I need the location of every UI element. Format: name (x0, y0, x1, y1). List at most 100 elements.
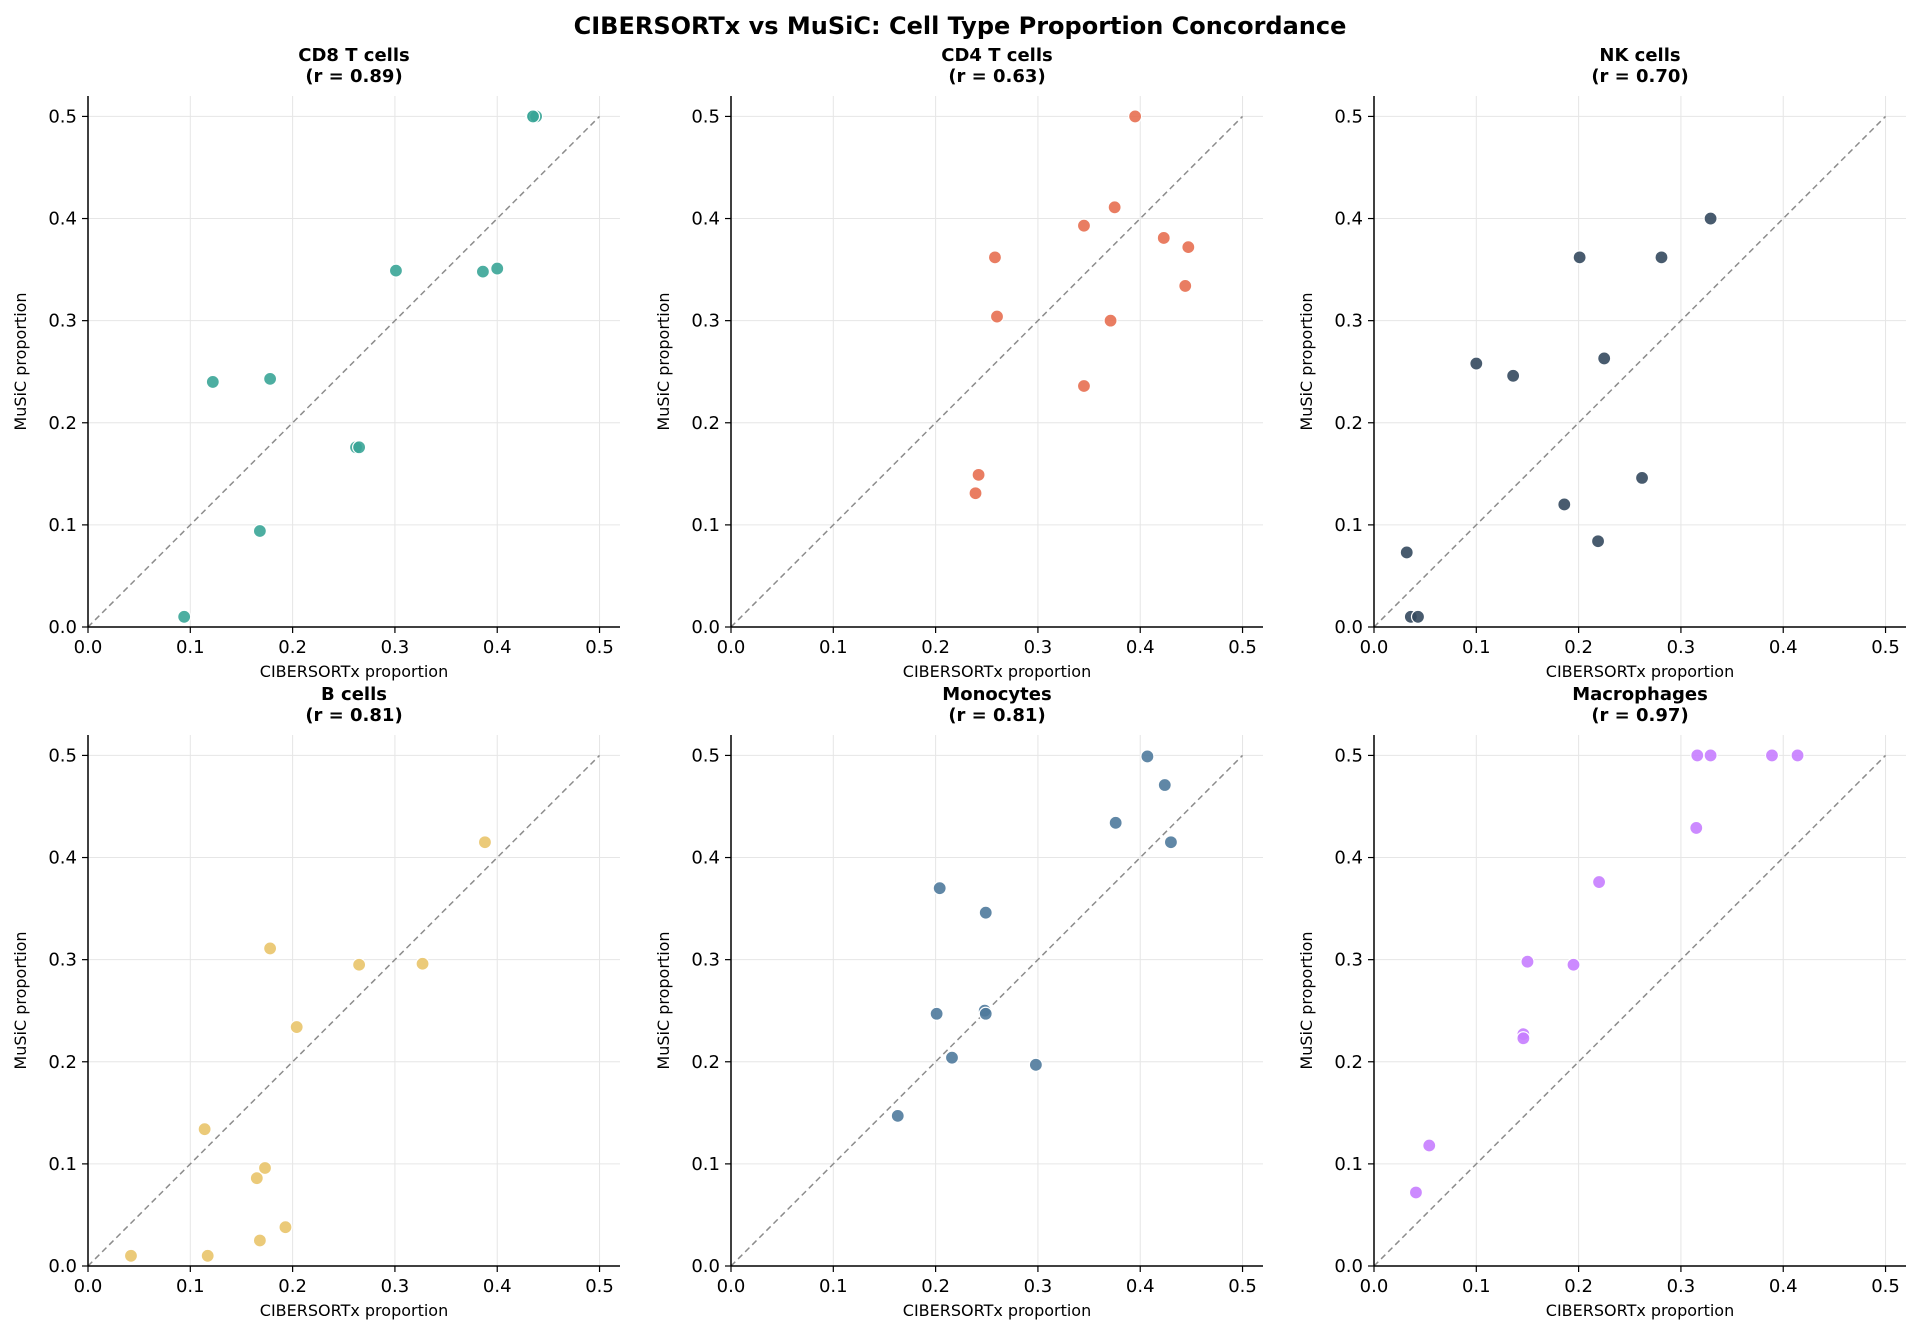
data-point (1591, 874, 1607, 890)
x-tick-label: 0.1 (1462, 1276, 1491, 1297)
x-axis-label: CIBERSORTx proportion (1546, 662, 1734, 681)
y-axis-label: MuSiC proportion (1297, 292, 1316, 430)
y-tick-label: 0.4 (48, 848, 77, 869)
x-tick-label: 0.3 (381, 1276, 410, 1297)
x-tick-label: 0.4 (1126, 1276, 1155, 1297)
data-point (1128, 109, 1143, 124)
scatter-panel: 0.0 0.1 0.2 0.3 0.4 0.5 0.0 0.1 0.2 0.3 0.4 0.5 CIBE… (654, 684, 1263, 1320)
x-tick-label: 0.2 (278, 1276, 307, 1297)
data-point (200, 1248, 215, 1263)
data-point (1076, 378, 1092, 394)
y-tick-label: 0.2 (48, 413, 77, 434)
scatter-panel: 0.0 0.1 0.2 0.3 0.4 0.5 0.0 0.1 0.2 0.3 0.4 0.5 CIBE… (11, 45, 620, 681)
panel-subtitle: (r = 0.81) (305, 705, 402, 726)
data-point (1028, 1057, 1043, 1072)
data-point (1399, 545, 1414, 560)
x-tick-label: 0.0 (74, 1276, 103, 1297)
x-tick-label: 0.2 (921, 1276, 950, 1297)
identity-line (1373, 754, 1887, 1267)
data-point (1572, 250, 1587, 265)
y-tick-label: 0.0 (691, 617, 720, 638)
y-tick-label: 0.0 (1334, 617, 1363, 638)
data-point (1107, 200, 1122, 215)
x-tick-label: 0.1 (1462, 637, 1491, 658)
panel-title: Monocytes (942, 684, 1051, 705)
data-point (1690, 748, 1705, 763)
x-axis-label: CIBERSORTx proportion (903, 1301, 1091, 1320)
data-point (197, 1122, 212, 1137)
y-tick-label: 0.5 (48, 745, 77, 766)
y-tick-label: 0.5 (1334, 745, 1363, 766)
data-point (1654, 250, 1669, 265)
y-tick-label: 0.5 (691, 745, 720, 766)
data-point (1590, 534, 1606, 549)
x-tick-label: 0.5 (1228, 1276, 1257, 1297)
data-point (1140, 749, 1155, 764)
x-axis-label: CIBERSORTx proportion (1546, 1301, 1734, 1320)
data-point (278, 1220, 293, 1235)
data-point (1790, 748, 1805, 763)
x-tick-label: 0.0 (1360, 1276, 1389, 1297)
x-tick-label: 0.2 (1564, 1276, 1593, 1297)
y-tick-label: 0.3 (1334, 950, 1363, 971)
x-tick-label: 0.1 (176, 1276, 205, 1297)
identity-line (1373, 115, 1887, 628)
identity-line (87, 115, 601, 628)
data-point (1469, 356, 1484, 371)
panel-subtitle: (r = 0.70) (1591, 66, 1688, 87)
x-tick-label: 0.4 (1769, 1276, 1798, 1297)
x-tick-label: 0.3 (381, 637, 410, 658)
x-tick-label: 0.4 (1126, 637, 1155, 658)
data-point (352, 440, 367, 455)
data-point (932, 881, 947, 896)
scatter-panel: 0.0 0.1 0.2 0.3 0.4 0.5 0.0 0.1 0.2 0.3 0.4 0.5 CIBE… (654, 45, 1263, 681)
data-point (978, 905, 993, 920)
y-tick-label: 0.3 (1334, 311, 1363, 332)
x-tick-label: 0.0 (717, 1276, 746, 1297)
data-point (388, 263, 404, 278)
y-tick-label: 0.1 (1334, 1154, 1363, 1175)
data-point (205, 374, 220, 390)
panel-title: CD8 T cells (298, 45, 409, 66)
data-point (263, 371, 278, 386)
data-point (1703, 211, 1718, 226)
data-point (1634, 470, 1650, 486)
data-point (971, 467, 986, 482)
data-point (890, 1108, 905, 1123)
x-axis-label: CIBERSORTx proportion (260, 662, 448, 681)
x-tick-label: 0.1 (176, 637, 205, 658)
data-point (1181, 240, 1196, 255)
y-tick-label: 0.1 (1334, 515, 1363, 536)
y-tick-label: 0.0 (48, 1256, 77, 1277)
panel-subtitle: (r = 0.97) (1591, 705, 1688, 726)
x-tick-label: 0.2 (1564, 637, 1593, 658)
x-tick-label: 0.4 (483, 1276, 512, 1297)
data-point (123, 1248, 139, 1263)
data-point (1410, 609, 1426, 624)
y-axis-label: MuSiC proportion (654, 931, 673, 1069)
data-point (1520, 954, 1535, 969)
figure-title: CIBERSORTx vs MuSiC: Cell Type Proportio… (574, 12, 1347, 40)
x-tick-label: 0.4 (483, 637, 512, 658)
data-point (1108, 815, 1123, 830)
data-point (257, 1160, 273, 1176)
data-point (249, 1171, 264, 1186)
panel-title: NK cells (1599, 45, 1680, 66)
panel-subtitle: (r = 0.63) (948, 66, 1045, 87)
panel-subtitle: (r = 0.81) (948, 705, 1045, 726)
y-tick-label: 0.2 (1334, 1052, 1363, 1073)
y-tick-label: 0.5 (691, 106, 720, 127)
y-axis-label: MuSiC proportion (11, 292, 30, 430)
y-tick-label: 0.4 (1334, 209, 1363, 230)
data-point (252, 1233, 267, 1248)
data-point (477, 835, 493, 850)
y-axis-label: MuSiC proportion (1297, 931, 1316, 1069)
panel-subtitle: (r = 0.89) (305, 66, 402, 87)
y-tick-label: 0.1 (48, 515, 77, 536)
x-tick-label: 0.2 (278, 637, 307, 658)
y-tick-label: 0.5 (48, 106, 77, 127)
panel-title: CD4 T cells (941, 45, 1052, 66)
data-point (1557, 497, 1572, 512)
data-point (1408, 1185, 1424, 1200)
data-point (1076, 218, 1092, 233)
